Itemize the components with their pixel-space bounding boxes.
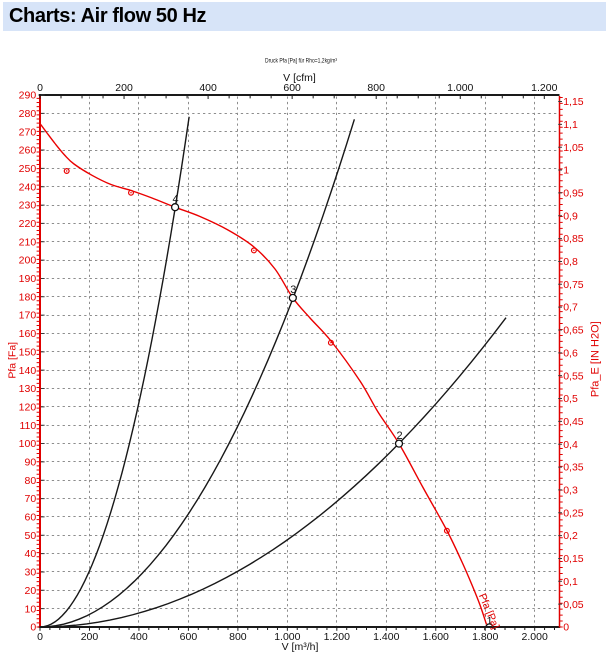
svg-text:400: 400 (199, 82, 217, 94)
svg-text:600: 600 (283, 82, 301, 94)
svg-text:800: 800 (367, 82, 385, 94)
svg-text:0,5: 0,5 (563, 393, 578, 405)
svg-text:V [cfm]: V [cfm] (283, 72, 316, 84)
svg-text:V [m³/h]: V [m³/h] (282, 641, 319, 653)
svg-text:1.800: 1.800 (472, 631, 498, 643)
svg-text:0,75: 0,75 (563, 279, 584, 291)
svg-text:0: 0 (563, 622, 569, 634)
svg-text:2: 2 (396, 430, 402, 442)
svg-text:0,9: 0,9 (563, 210, 578, 222)
svg-text:1: 1 (563, 165, 569, 177)
svg-text:230: 230 (19, 200, 37, 212)
svg-text:150: 150 (19, 346, 37, 358)
svg-text:250: 250 (19, 163, 37, 175)
svg-text:240: 240 (19, 181, 37, 193)
svg-text:10: 10 (25, 603, 37, 615)
svg-text:1.600: 1.600 (423, 631, 449, 643)
svg-text:1.200: 1.200 (531, 82, 557, 94)
svg-text:0,4: 0,4 (563, 439, 578, 451)
svg-text:1.000: 1.000 (274, 631, 300, 643)
svg-text:3: 3 (290, 284, 296, 296)
svg-text:110: 110 (19, 420, 36, 432)
svg-text:70: 70 (25, 493, 37, 505)
svg-text:100: 100 (19, 438, 37, 450)
svg-text:0: 0 (37, 631, 43, 643)
svg-text:60: 60 (25, 512, 37, 524)
svg-text:50: 50 (25, 530, 37, 542)
svg-text:0,3: 0,3 (563, 485, 578, 497)
svg-text:210: 210 (19, 236, 37, 248)
svg-text:160: 160 (19, 328, 37, 340)
svg-text:0,7: 0,7 (563, 302, 578, 314)
svg-text:0,95: 0,95 (563, 187, 584, 199)
svg-text:1.000: 1.000 (447, 82, 473, 94)
svg-text:1,05: 1,05 (563, 142, 584, 154)
svg-text:0,25: 0,25 (563, 507, 584, 519)
svg-text:0,55: 0,55 (563, 370, 584, 382)
svg-text:Druck Pfa [Pa] für Rho=1,2kg/m: Druck Pfa [Pa] für Rho=1,2kg/m³ (265, 57, 337, 64)
svg-text:90: 90 (25, 457, 37, 469)
svg-text:0,15: 0,15 (563, 553, 584, 565)
svg-text:0,8: 0,8 (563, 256, 578, 268)
svg-text:200: 200 (115, 82, 133, 94)
svg-text:0,2: 0,2 (563, 530, 578, 542)
svg-text:170: 170 (19, 310, 37, 322)
svg-text:1,1: 1,1 (563, 119, 578, 131)
svg-text:Pfa [Fa]: Pfa [Fa] (6, 342, 18, 379)
svg-text:200: 200 (19, 255, 37, 267)
svg-text:130: 130 (19, 383, 37, 395)
svg-text:0: 0 (30, 622, 36, 634)
svg-text:280: 280 (19, 108, 37, 120)
svg-text:600: 600 (180, 631, 198, 643)
svg-text:400: 400 (130, 631, 148, 643)
svg-text:0,1: 0,1 (563, 576, 578, 588)
svg-text:30: 30 (25, 567, 37, 579)
svg-text:0,85: 0,85 (563, 233, 584, 245)
svg-text:40: 40 (25, 548, 37, 560)
svg-text:0,05: 0,05 (563, 599, 584, 611)
svg-text:0,45: 0,45 (563, 416, 584, 428)
svg-text:2.000: 2.000 (522, 631, 548, 643)
svg-text:4: 4 (173, 193, 179, 205)
svg-text:200: 200 (81, 631, 99, 643)
svg-text:0: 0 (37, 82, 43, 94)
svg-text:1.200: 1.200 (324, 631, 350, 643)
svg-text:Pfa_E [IN H2O]: Pfa_E [IN H2O] (589, 321, 601, 397)
svg-text:270: 270 (19, 126, 37, 138)
svg-text:Pfa [Pa]: Pfa [Pa] (476, 592, 502, 631)
svg-text:0,6: 0,6 (563, 347, 578, 359)
svg-text:80: 80 (25, 475, 37, 487)
svg-text:190: 190 (19, 273, 37, 285)
svg-text:0,35: 0,35 (563, 462, 584, 474)
svg-text:1.400: 1.400 (373, 631, 399, 643)
svg-text:20: 20 (25, 585, 37, 597)
svg-text:0,65: 0,65 (563, 325, 584, 337)
svg-text:180: 180 (19, 291, 37, 303)
svg-text:140: 140 (19, 365, 37, 377)
svg-text:1,15: 1,15 (563, 96, 584, 108)
svg-text:260: 260 (19, 145, 37, 157)
svg-text:220: 220 (19, 218, 37, 230)
svg-text:1: 1 (486, 616, 492, 628)
svg-text:800: 800 (229, 631, 247, 643)
svg-text:120: 120 (19, 401, 37, 413)
svg-text:290: 290 (19, 90, 37, 102)
